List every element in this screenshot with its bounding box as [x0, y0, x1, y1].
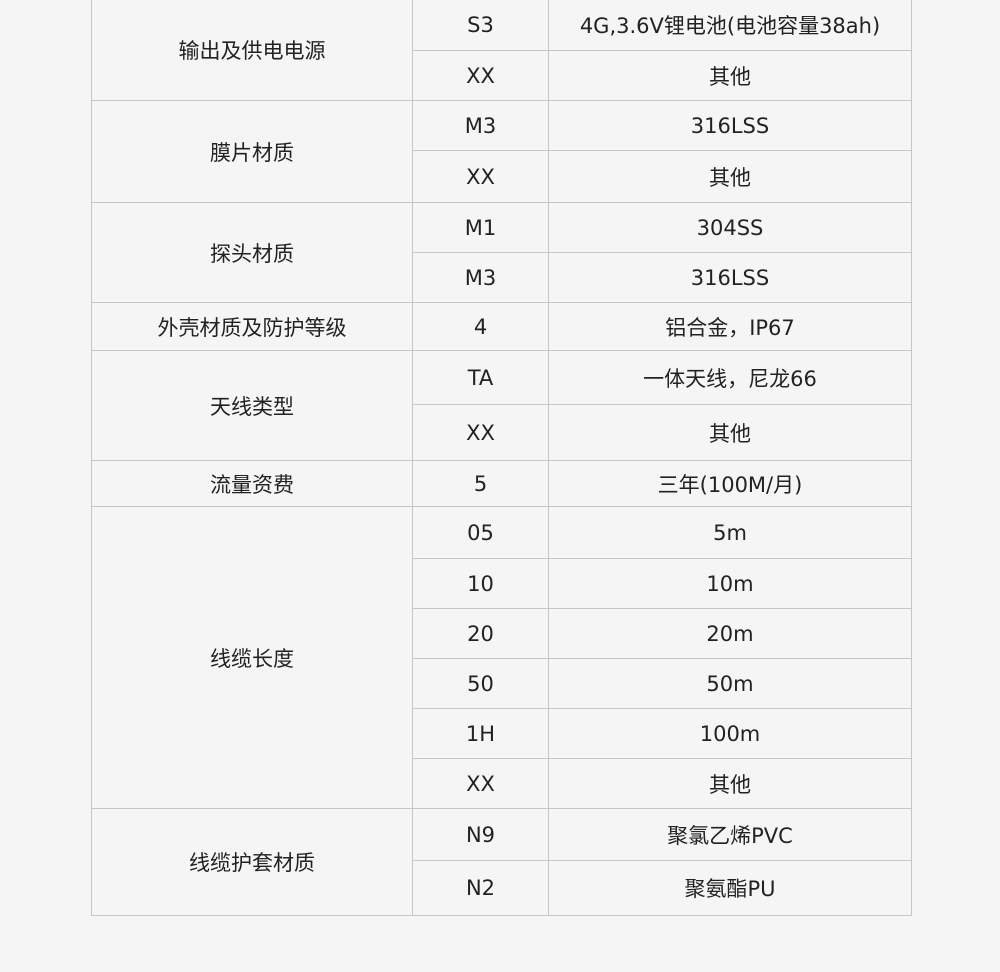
description-cell: 聚氨酯PU	[548, 860, 912, 916]
table-row: 20 20m	[92, 608, 912, 659]
table-row: 外壳材质及防护等级 4 铝合金，IP67	[91, 302, 912, 351]
spec-table: 输出及供电电源 S3 4G,3.6V锂电池(电池容量38ah) XX 其他 膜片材质 M3 3…	[91, 0, 912, 916]
code-cell: 4	[412, 302, 549, 351]
description-cell: 100m	[548, 708, 912, 759]
description-cell: 316LSS	[548, 252, 912, 303]
table-row: 50 50m	[92, 658, 912, 709]
table-row: 线缆长度 05 5m	[91, 506, 912, 809]
category-cell: 线缆护套材质	[91, 808, 413, 916]
table-row: 线缆护套材质 N9 聚氯乙烯PVC	[91, 808, 912, 916]
code-cell: 05	[412, 506, 549, 559]
code-cell: 10	[412, 558, 549, 609]
code-cell: M1	[412, 202, 549, 253]
table-row: 膜片材质 M3 316LSS	[91, 100, 912, 203]
category-cell: 流量资费	[91, 460, 413, 507]
category-cell: 外壳材质及防护等级	[91, 302, 413, 351]
code-cell: XX	[412, 404, 549, 461]
description-cell: 其他	[548, 758, 912, 809]
code-cell: M3	[412, 252, 549, 303]
code-cell: XX	[412, 150, 549, 203]
table-row: N2 聚氨酯PU	[92, 860, 912, 916]
spec-table-body: 输出及供电电源 S3 4G,3.6V锂电池(电池容量38ah) XX 其他 膜片材质 M3 3…	[91, 0, 912, 916]
description-cell: 聚氯乙烯PVC	[548, 808, 912, 861]
table-row: 天线类型 TA 一体天线，尼龙66	[91, 350, 912, 461]
description-cell: 三年(100M/月)	[548, 460, 912, 507]
table-row: XX 其他	[92, 50, 912, 101]
description-cell: 铝合金，IP67	[548, 302, 912, 351]
description-cell: 一体天线，尼龙66	[548, 350, 912, 405]
table-row: M3 316LSS	[92, 252, 912, 303]
category-cell: 天线类型	[91, 350, 413, 461]
table-row: XX 其他	[92, 758, 912, 809]
code-cell: S3	[412, 0, 549, 51]
code-cell: 5	[412, 460, 549, 507]
description-cell: 10m	[548, 558, 912, 609]
table-row: 探头材质 M1 304SS	[91, 202, 912, 303]
description-cell: 其他	[548, 404, 912, 461]
category-cell: 膜片材质	[91, 100, 413, 203]
code-cell: M3	[412, 100, 549, 151]
description-cell: 304SS	[548, 202, 912, 253]
code-cell: 20	[412, 608, 549, 659]
description-cell: 其他	[548, 150, 912, 203]
description-cell: 316LSS	[548, 100, 912, 151]
code-cell: 50	[412, 658, 549, 709]
description-cell: 其他	[548, 50, 912, 101]
description-cell: 50m	[548, 658, 912, 709]
description-cell: 4G,3.6V锂电池(电池容量38ah)	[548, 0, 912, 51]
description-cell: 20m	[548, 608, 912, 659]
code-cell: N9	[412, 808, 549, 861]
category-cell: 线缆长度	[91, 506, 413, 809]
code-cell: 1H	[412, 708, 549, 759]
description-cell: 5m	[548, 506, 912, 559]
code-cell: XX	[412, 758, 549, 809]
table-row: 输出及供电电源 S3 4G,3.6V锂电池(电池容量38ah)	[91, 0, 912, 101]
category-cell: 输出及供电电源	[91, 0, 413, 101]
code-cell: N2	[412, 860, 549, 916]
table-row: 流量资费 5 三年(100M/月)	[91, 460, 912, 507]
table-row: 10 10m	[92, 558, 912, 609]
category-cell: 探头材质	[91, 202, 413, 303]
code-cell: TA	[412, 350, 549, 405]
code-cell: XX	[412, 50, 549, 101]
table-row: 1H 100m	[92, 708, 912, 759]
